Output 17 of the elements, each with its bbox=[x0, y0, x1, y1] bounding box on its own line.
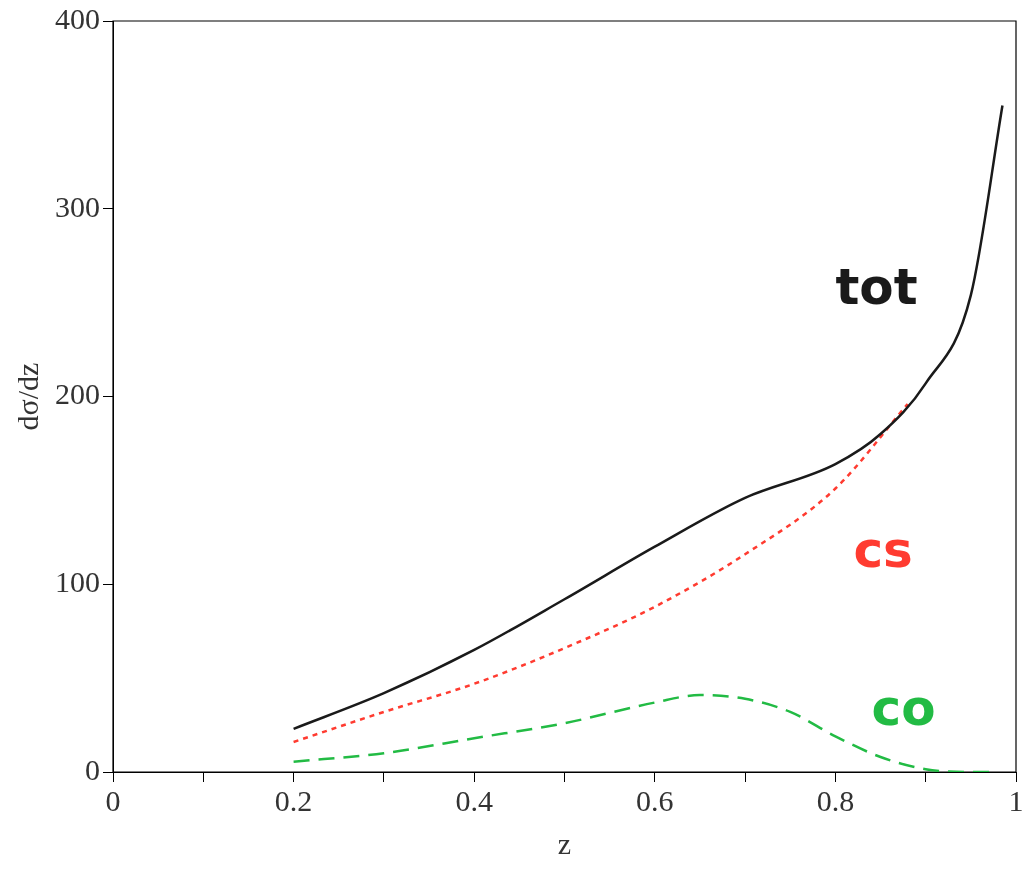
x-tick-label: 0.6 bbox=[636, 783, 674, 817]
series-label: cs bbox=[853, 521, 913, 580]
y-tick-label: 400 bbox=[55, 1, 100, 35]
y-tick-label: 100 bbox=[55, 565, 100, 599]
y-tick-label: 200 bbox=[55, 377, 100, 411]
x-tick-label: 1 bbox=[1008, 783, 1024, 817]
series-label: co bbox=[871, 678, 936, 737]
series-label: tot bbox=[835, 258, 918, 317]
y-tick-label: 300 bbox=[55, 189, 100, 223]
x-tick-label: 0 bbox=[105, 783, 121, 817]
line-series bbox=[292, 104, 1004, 731]
x-tick-label: 0.4 bbox=[455, 783, 493, 817]
y-tick-label: 0 bbox=[85, 752, 100, 786]
x-tick-label: 0.8 bbox=[816, 783, 855, 817]
x-tick-label: 0.2 bbox=[274, 783, 313, 817]
x-axis-title: z bbox=[557, 826, 572, 860]
y-axis-title: dσ/dz bbox=[10, 362, 44, 431]
